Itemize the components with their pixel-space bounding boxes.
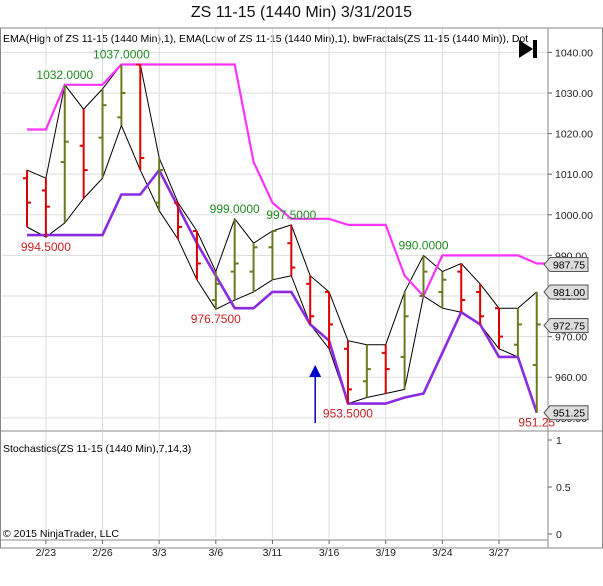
price-marker-box [543, 284, 589, 300]
price-marker: 981.00 [543, 284, 589, 300]
price-marker: 972.75 [543, 317, 589, 333]
ohlc-bar [381, 344, 390, 394]
stoch-y-tick-label: 0.5 [556, 482, 571, 494]
ohlc-bar [438, 271, 447, 309]
price-marker: 987.75 [543, 257, 589, 273]
x-tick-label: 3/16 [319, 547, 340, 559]
x-tick-label: 3/24 [432, 547, 453, 559]
upper-fractal-line [27, 63, 556, 298]
ohlc-bar [211, 271, 220, 310]
ohlc-bar [249, 243, 258, 292]
fractal-label: 999.0000 [210, 202, 260, 216]
grid-layer [2, 28, 548, 538]
ohlc-bar [457, 263, 466, 313]
x-tick-label: 3/19 [376, 547, 397, 559]
price-marker-label: 981.00 [553, 287, 585, 299]
y-tick-label: 1000.00 [555, 210, 593, 222]
ohlc-bar [136, 63, 145, 171]
fractal-label: 1037.0000 [93, 48, 150, 62]
ohlc-bar [419, 255, 428, 297]
ohlc-bar [79, 109, 88, 199]
ohlc-bar [532, 291, 541, 413]
x-tick-label: 3/6 [208, 547, 223, 559]
outer-frame [0, 27, 603, 549]
y-tick-label: 1030.00 [555, 88, 593, 100]
y-tick-label: 960.00 [555, 372, 587, 384]
ohlc-bar [343, 340, 352, 404]
price-marker-layer: 987.75 981.00 972.75 951.25 [309, 257, 589, 424]
misc-layer [519, 40, 537, 58]
axis-layer: 950.00960.00970.00980.00990.001000.00101… [36, 47, 593, 559]
stoch-y-tick-label: 1 [556, 435, 562, 447]
indicator-label: EMA(High of ZS 11-15 (1440 Min),1), EMA(… [3, 33, 529, 45]
ohlc-bar [192, 230, 201, 280]
x-tick-label: 3/3 [152, 547, 167, 559]
y-tick-label: 1040.00 [555, 47, 593, 59]
band-layer [26, 63, 556, 414]
fractal-label: 976.7500 [191, 312, 241, 326]
ohlc-bar [230, 218, 239, 301]
price-marker-box [543, 317, 589, 333]
play-end-icon[interactable] [519, 40, 537, 58]
x-tick-label: 2/23 [36, 547, 57, 559]
lower-fractal-line [27, 167, 539, 414]
ohlc-bar [117, 64, 126, 126]
ohlc-bar [60, 84, 69, 223]
ema-low-line [26, 124, 538, 413]
price-marker-box [543, 257, 589, 273]
fractal-label: 997.5000 [266, 208, 316, 222]
ohlc-bar [400, 291, 409, 390]
x-tick-label: 3/11 [263, 547, 283, 559]
ohlc-bar [41, 178, 50, 238]
ohlc-bar [306, 275, 315, 325]
ohlc-bar [268, 230, 277, 280]
ema-high-line [26, 64, 538, 346]
ohlc-bar [513, 308, 522, 357]
ohlc-bar [155, 157, 164, 211]
price-marker-label: 987.75 [553, 260, 585, 272]
signal-arrow-icon [309, 365, 322, 424]
ohlc-bar [325, 290, 334, 349]
fractal-label: 990.0000 [398, 238, 448, 252]
ohlc-bar [476, 283, 485, 325]
ohlc-bar [362, 344, 371, 398]
ohlc-bar [98, 88, 107, 179]
signal-arrow-head [309, 365, 322, 378]
fractal-label: 953.5000 [323, 407, 373, 421]
copyright-text: © 2015 NinjaTrader, LLC [3, 528, 119, 540]
price-marker: 951.25 [543, 405, 589, 421]
chart-title: ZS 11-15 (1440 Min) 3/31/2015 [190, 4, 413, 21]
ohlc-bar [23, 170, 31, 227]
panel-frames [0, 27, 603, 549]
ohlc-bar [287, 224, 296, 276]
price-marker-label: 972.75 [553, 320, 585, 332]
price-marker-label: 951.25 [553, 408, 585, 420]
ohlc-bar [495, 307, 503, 349]
y-tick-label: 1020.00 [555, 129, 593, 141]
bar-layer [23, 63, 541, 413]
ohlc-bar [174, 201, 183, 240]
x-tick-label: 2/26 [92, 547, 113, 559]
x-tick-label: 3/27 [489, 547, 510, 559]
y-tick-label: 970.00 [555, 332, 587, 344]
y-tick-label: 1010.00 [555, 169, 593, 181]
stoch-y-tick-label: 0 [556, 529, 562, 541]
fractal-label: 951.25 [518, 416, 555, 430]
fractal-label: 1032.0000 [36, 68, 93, 82]
fractal-label: 994.5000 [21, 240, 71, 254]
price-marker-box [543, 405, 589, 421]
stochastics-label: Stochastics(ZS 11-15 (1440 Min),7,14,3) [3, 443, 192, 455]
